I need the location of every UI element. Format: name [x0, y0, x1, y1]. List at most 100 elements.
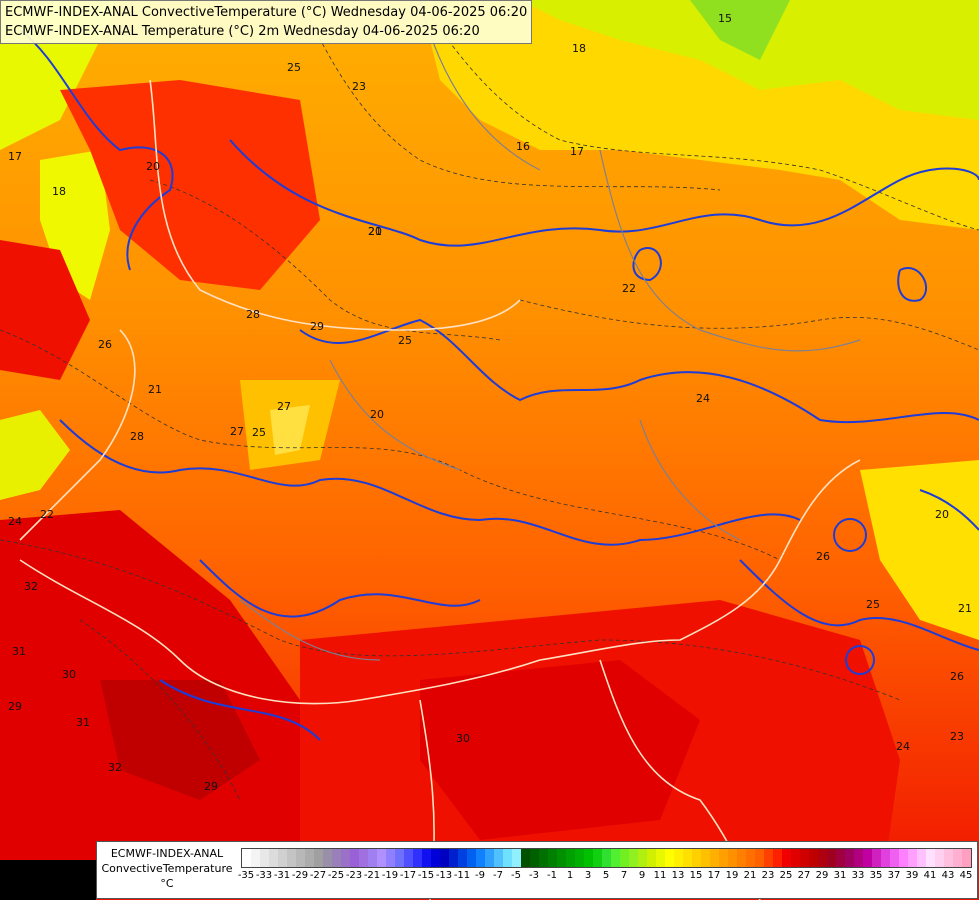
- contour-label: 22: [40, 508, 54, 521]
- legend-tick-label: -33: [255, 870, 273, 881]
- legend-tick-label: -7: [493, 870, 503, 881]
- contour-label: 20: [370, 408, 384, 421]
- legend-swatch: [575, 849, 584, 867]
- contour-label: 28: [130, 430, 144, 443]
- legend-source: ECMWF-INDEX-ANAL: [110, 847, 224, 860]
- legend-tick-label: 39: [905, 870, 919, 881]
- legend-swatch: [926, 849, 935, 867]
- legend-swatch: [458, 849, 467, 867]
- contour-label: 15: [718, 12, 732, 25]
- legend-tick-label: 11: [653, 870, 667, 881]
- legend-swatch: [863, 849, 872, 867]
- legend-swatch: [404, 849, 413, 867]
- legend-tick-label: 3: [584, 870, 592, 881]
- legend-tick-label: 23: [761, 870, 775, 881]
- contour-label: 20: [146, 160, 160, 173]
- contour-label: 25: [866, 598, 880, 611]
- legend-swatch: [719, 849, 728, 867]
- legend-tick-label: 9: [638, 870, 646, 881]
- contour-label: 31: [12, 645, 26, 658]
- hottest-zone-sw: [100, 680, 260, 800]
- contour-label: 18: [572, 42, 586, 55]
- legend-swatch: [836, 849, 845, 867]
- legend-tick-label: -23: [345, 870, 363, 881]
- legend-swatch: [359, 849, 368, 867]
- legend-swatch: [440, 849, 449, 867]
- legend-swatch: [620, 849, 629, 867]
- contour-label: 27: [230, 425, 244, 438]
- legend-tick-label: -1: [547, 870, 557, 881]
- legend-swatch: [593, 849, 602, 867]
- legend-tick-label: -3: [529, 870, 539, 881]
- contour-label: 16: [516, 140, 530, 153]
- legend-swatch: [908, 849, 917, 867]
- legend-swatch: [467, 849, 476, 867]
- legend-tick-label: 13: [671, 870, 685, 881]
- legend-swatch: [710, 849, 719, 867]
- contour-label: 17: [8, 150, 22, 163]
- legend-swatch: [701, 849, 710, 867]
- legend-swatch: [287, 849, 296, 867]
- legend-swatch: [539, 849, 548, 867]
- legend-tick-label: 15: [689, 870, 703, 881]
- yellow-zone-w2: [0, 410, 70, 500]
- legend-swatch: [395, 849, 404, 867]
- legend-swatch: [638, 849, 647, 867]
- legend-swatch: [899, 849, 908, 867]
- contour-label: 32: [24, 580, 38, 593]
- legend-tick-label: 43: [941, 870, 955, 881]
- yellow-patch-center: [270, 405, 310, 455]
- cold-zone-north: [520, 0, 979, 120]
- legend-tick-label: 41: [923, 870, 937, 881]
- legend-swatch: [917, 849, 926, 867]
- legend-tick-label: 1: [566, 870, 574, 881]
- legend-swatch: [566, 849, 575, 867]
- legend-unit: °C: [160, 877, 174, 890]
- legend-swatch: [935, 849, 944, 867]
- legend-tick-label: 7: [620, 870, 628, 881]
- contour-label: 24: [696, 392, 710, 405]
- legend-swatch: [854, 849, 863, 867]
- legend-swatch: [602, 849, 611, 867]
- legend-tick-label: 37: [887, 870, 901, 881]
- legend-tick-label: -25: [327, 870, 345, 881]
- legend-tick-label: 5: [602, 870, 610, 881]
- legend-tick-label: -15: [417, 870, 435, 881]
- legend-swatch: [683, 849, 692, 867]
- legend-swatch: [368, 849, 377, 867]
- legend-swatch: [548, 849, 557, 867]
- legend-tick-label: -31: [273, 870, 291, 881]
- legend-swatch: [476, 849, 485, 867]
- legend-tick-label: -17: [399, 870, 417, 881]
- legend-tick-label: 27: [797, 870, 811, 881]
- contour-label: 21: [148, 383, 162, 396]
- legend-swatches: [241, 848, 972, 868]
- legend-swatch: [746, 849, 755, 867]
- legend-swatch: [422, 849, 431, 867]
- legend-tick-label: -13: [435, 870, 453, 881]
- legend-swatch: [512, 849, 521, 867]
- legend-swatch: [845, 849, 854, 867]
- legend-swatch: [944, 849, 953, 867]
- legend-swatch: [305, 849, 314, 867]
- legend-swatch: [431, 849, 440, 867]
- contour-label: 29: [204, 780, 218, 793]
- legend-swatch: [413, 849, 422, 867]
- legend-swatch: [377, 849, 386, 867]
- legend-swatch: [737, 849, 746, 867]
- legend-swatch: [809, 849, 818, 867]
- legend-swatch: [656, 849, 665, 867]
- legend-swatch: [449, 849, 458, 867]
- blue-contours: [19, 29, 979, 741]
- legend-swatch: [521, 849, 530, 867]
- legend-swatch: [278, 849, 287, 867]
- legend-tick-label: -11: [453, 870, 471, 881]
- legend-tick-label: -19: [381, 870, 399, 881]
- legend-swatch: [269, 849, 278, 867]
- legend-swatch: [755, 849, 764, 867]
- legend-swatch: [251, 849, 260, 867]
- legend-swatch: [773, 849, 782, 867]
- legend-tick-label: 31: [833, 870, 847, 881]
- contour-label: 28: [246, 308, 260, 321]
